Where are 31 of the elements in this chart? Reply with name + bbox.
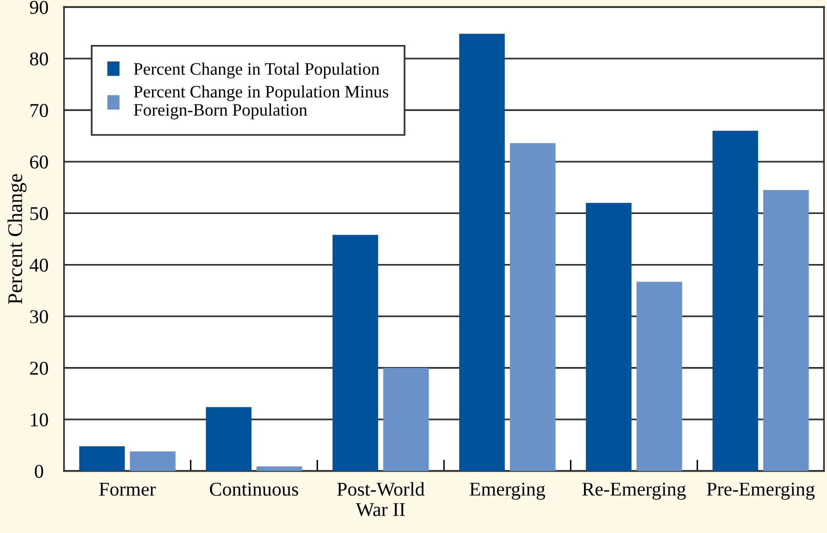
x-tick-label: Continuous xyxy=(210,482,298,496)
x-tick-label: Post-World War II xyxy=(337,482,424,516)
y-tick-label: 0 xyxy=(34,464,44,478)
bar xyxy=(763,190,809,471)
x-tick-label: Pre-Emerging xyxy=(706,482,815,500)
x-tick-label: Former xyxy=(99,482,156,496)
y-tick-label: 80 xyxy=(30,52,48,66)
bar xyxy=(459,34,505,471)
bar xyxy=(79,446,125,471)
y-tick-label: 90 xyxy=(30,0,48,14)
legend-label: Percent Change in Total Population xyxy=(134,62,380,78)
bar xyxy=(130,451,176,471)
y-tick-label: 10 xyxy=(30,413,48,426)
bar xyxy=(256,466,302,471)
bar xyxy=(636,282,682,471)
y-tick-label: 70 xyxy=(30,104,48,118)
bar xyxy=(712,130,758,471)
x-tick-label: Emerging xyxy=(470,482,546,500)
x-tick-label: Re-Emerging xyxy=(582,482,686,500)
y-tick-label: 20 xyxy=(30,362,48,375)
bar xyxy=(206,407,252,471)
y-tick-label: 50 xyxy=(30,207,48,220)
y-axis-title: Percent Change xyxy=(8,174,26,304)
legend-label: Percent Change in Population Minus Foreign-Born Population xyxy=(134,85,388,120)
y-tick-label: 60 xyxy=(30,155,48,169)
y-tick-label: 40 xyxy=(30,258,48,272)
bar xyxy=(332,234,378,471)
bar xyxy=(383,368,429,471)
bar xyxy=(586,202,632,471)
y-tick-label: 30 xyxy=(30,310,48,324)
bar xyxy=(510,143,556,471)
